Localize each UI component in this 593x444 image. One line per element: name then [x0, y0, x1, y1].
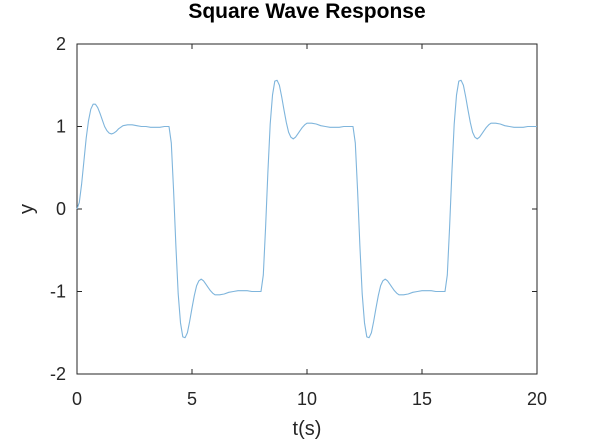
x-tick-label: 15 [412, 389, 432, 409]
x-axis-tick-labels: 0 5 10 15 20 [72, 389, 547, 409]
chart-title: Square Wave Response [188, 0, 425, 23]
x-axis-label: t(s) [293, 418, 322, 439]
x-tick-label: 0 [72, 389, 82, 409]
y-axis-tick-labels: -2 -1 0 1 2 [50, 34, 66, 384]
x-tick-label: 10 [297, 389, 317, 409]
series-line [76, 79, 537, 339]
x-tick-label: 20 [527, 389, 547, 409]
x-axis-ticks [76, 44, 538, 374]
y-tick-label: 2 [56, 34, 66, 54]
y-tick-label: -2 [50, 364, 66, 384]
y-tick-label: 1 [56, 117, 66, 137]
y-tick-label: -1 [50, 282, 66, 302]
y-axis-label: y [16, 204, 38, 214]
y-tick-label: 0 [56, 199, 66, 219]
plot-frame [76, 43, 538, 375]
x-tick-label: 5 [187, 389, 197, 409]
